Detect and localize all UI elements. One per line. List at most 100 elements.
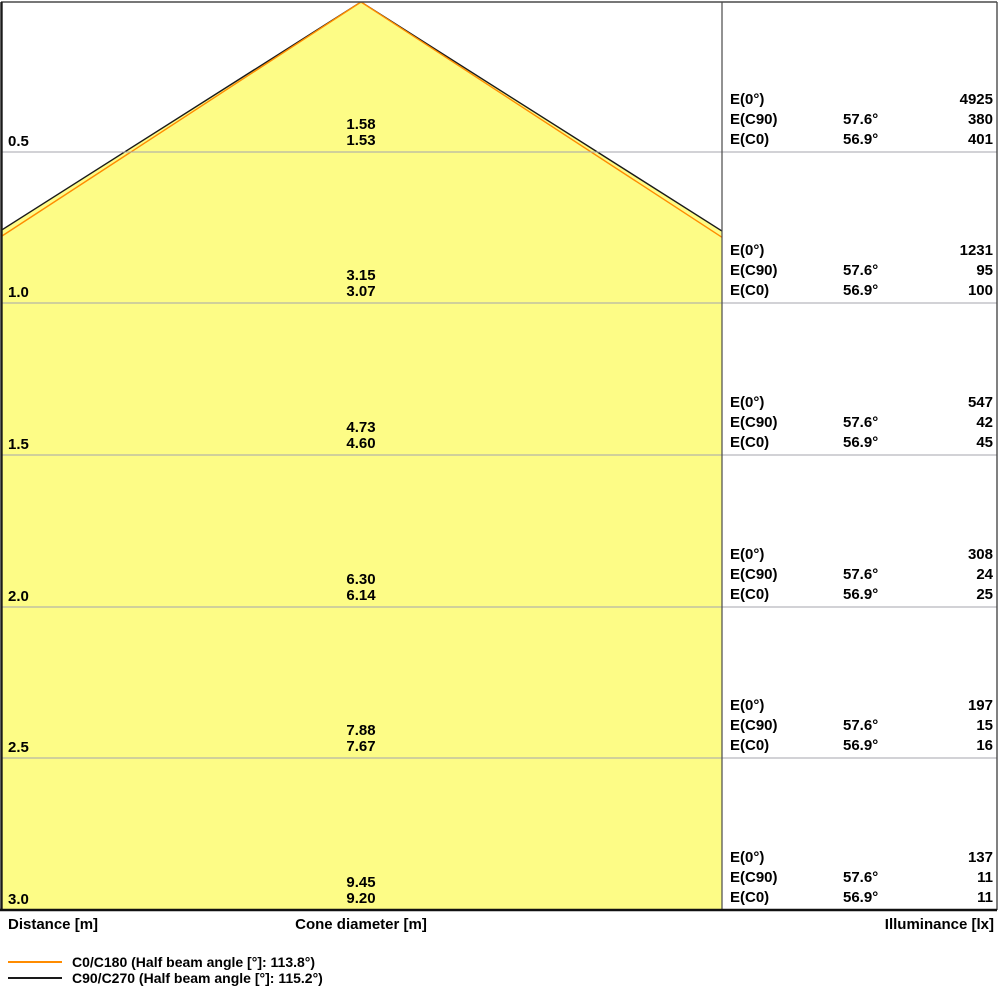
e0-label: E(0°)	[730, 697, 765, 714]
ec0-angle: 56.9°	[843, 889, 879, 906]
ec0-value: 25	[976, 586, 993, 603]
ec90-angle: 57.6°	[843, 262, 879, 279]
distance-label: 3.0	[8, 891, 29, 908]
ec90-value: 380	[967, 111, 993, 128]
illuminance-row-e0: E(0°) 308	[730, 545, 993, 565]
illuminance-row-e0: E(0°) 137	[730, 848, 993, 868]
ec0-label: E(C0)	[730, 737, 770, 754]
c90-c270-line-swatch-icon	[8, 977, 62, 979]
illuminance-block: E(0°) 547 E(C90) 57.6° 42 E(C0) 56.9° 45	[730, 393, 993, 453]
ec0-angle: 56.9°	[843, 434, 879, 451]
ec0-value: 11	[977, 889, 993, 906]
distance-label: 1.5	[8, 436, 29, 453]
e0-value: 137	[967, 849, 993, 866]
ec90-angle: 57.6°	[843, 566, 879, 583]
ec0-value: 100	[967, 282, 993, 299]
illuminance-block: E(0°) 197 E(C90) 57.6° 15 E(C0) 56.9° 16	[730, 696, 993, 756]
cone-c0-c180-shape	[2, 2, 722, 910]
ec0-angle: 56.9°	[843, 131, 879, 148]
cone-diameter-values: 7.88 7.67	[291, 723, 431, 755]
cone-diameter-values: 9.45 9.20	[291, 875, 431, 907]
ec0-label: E(C0)	[730, 282, 770, 299]
ec90-label: E(C90)	[730, 717, 778, 734]
ec0-value: 45	[976, 434, 993, 451]
distance-label: 2.0	[8, 588, 29, 605]
e0-label: E(0°)	[730, 849, 765, 866]
ec90-value: 95	[976, 262, 993, 279]
cone-diameter-c0: 1.53	[346, 132, 376, 149]
ec90-label: E(C90)	[730, 414, 778, 431]
ec90-angle: 57.6°	[843, 414, 879, 431]
e0-label: E(0°)	[730, 394, 765, 411]
illuminance-row-ec0: E(C0) 56.9° 11	[730, 888, 993, 908]
illuminance-row-e0: E(0°) 1231	[730, 241, 993, 261]
e0-value: 547	[967, 394, 993, 411]
e0-label: E(0°)	[730, 546, 765, 563]
illuminance-block: E(0°) 308 E(C90) 57.6° 24 E(C0) 56.9° 25	[730, 545, 993, 605]
ec0-label: E(C0)	[730, 889, 770, 906]
illuminance-row-ec0: E(C0) 56.9° 16	[730, 736, 993, 756]
cone-diameter-c0: 4.60	[346, 435, 376, 452]
ec90-label: E(C90)	[730, 262, 778, 279]
cone-diameter-c90: 7.88	[346, 722, 376, 739]
legend-item-c0-c180: C0/C180 (Half beam angle [°]: 113.8°)	[8, 954, 315, 970]
illuminance-block: E(0°) 137 E(C90) 57.6° 11 E(C0) 56.9° 11	[730, 848, 993, 908]
e0-label: E(0°)	[730, 91, 765, 108]
e0-value: 197	[967, 697, 993, 714]
illuminance-row-ec0: E(C0) 56.9° 45	[730, 433, 993, 453]
cone-diameter-values: 3.15 3.07	[291, 268, 431, 300]
illuminance-row-e0: E(0°) 197	[730, 696, 993, 716]
illuminance-row-ec90: E(C90) 57.6° 24	[730, 565, 993, 585]
e0-value: 4925	[959, 91, 993, 108]
illuminance-row-ec0: E(C0) 56.9° 25	[730, 585, 993, 605]
cone-diameter-c90: 9.45	[346, 874, 376, 891]
distance-label: 1.0	[8, 284, 29, 301]
ec90-value: 15	[976, 717, 993, 734]
cone-diameter-c0: 6.14	[346, 587, 376, 604]
e0-label: E(0°)	[730, 242, 765, 259]
illuminance-row-ec90: E(C90) 57.6° 95	[730, 261, 993, 281]
cone-diameter-values: 4.73 4.60	[291, 420, 431, 452]
legend-label-c0-c180: C0/C180 (Half beam angle [°]: 113.8°)	[72, 954, 316, 970]
ec90-angle: 57.6°	[843, 111, 879, 128]
cone-diameter-c90: 1.58	[346, 116, 376, 133]
ec90-angle: 57.6°	[843, 717, 879, 734]
e0-value: 1231	[959, 242, 993, 259]
ec90-value: 42	[976, 414, 993, 431]
distance-label: 2.5	[8, 739, 29, 756]
ec0-value: 16	[976, 737, 993, 754]
illuminance-row-ec90: E(C90) 57.6° 380	[730, 110, 993, 130]
illuminance-row-e0: E(0°) 4925	[730, 90, 993, 110]
ec0-label: E(C0)	[730, 131, 770, 148]
illuminance-row-ec0: E(C0) 56.9° 100	[730, 281, 993, 301]
distance-label: 0.5	[8, 133, 29, 150]
illuminance-block: E(0°) 1231 E(C90) 57.6° 95 E(C0) 56.9° 1…	[730, 241, 993, 301]
ec0-label: E(C0)	[730, 434, 770, 451]
illuminance-row-ec90: E(C90) 57.6° 15	[730, 716, 993, 736]
ec0-angle: 56.9°	[843, 586, 879, 603]
cone-diameter-values: 6.30 6.14	[291, 572, 431, 604]
ec0-value: 401	[967, 131, 993, 148]
ec90-value: 24	[976, 566, 993, 583]
cone-diameter-values: 1.58 1.53	[291, 117, 431, 149]
illuminance-block: E(0°) 4925 E(C90) 57.6° 380 E(C0) 56.9° …	[730, 90, 993, 150]
ec90-label: E(C90)	[730, 869, 778, 886]
cone-diameter-c0: 9.20	[346, 890, 376, 907]
cone-diameter-c90: 6.30	[346, 571, 376, 588]
ec90-value: 11	[977, 869, 993, 886]
ec90-angle: 57.6°	[843, 869, 879, 886]
distance-axis-label: Distance [m]	[8, 916, 99, 933]
e0-value: 308	[967, 546, 993, 563]
c0-c180-line-swatch-icon	[8, 961, 62, 963]
illuminance-row-e0: E(0°) 547	[730, 393, 993, 413]
illuminance-row-ec90: E(C90) 57.6° 42	[730, 413, 993, 433]
legend-label-c90-c270: C90/C270 (Half beam angle [°]: 115.2°)	[72, 970, 323, 986]
cone-diameter-c90: 3.15	[346, 267, 376, 284]
illuminance-row-ec0: E(C0) 56.9° 401	[730, 130, 993, 150]
cone-diameter-c0: 3.07	[346, 283, 376, 300]
illuminance-row-ec90: E(C90) 57.6° 11	[730, 868, 993, 888]
ec0-label: E(C0)	[730, 586, 770, 603]
cone-diameter-c0: 7.67	[346, 738, 376, 755]
